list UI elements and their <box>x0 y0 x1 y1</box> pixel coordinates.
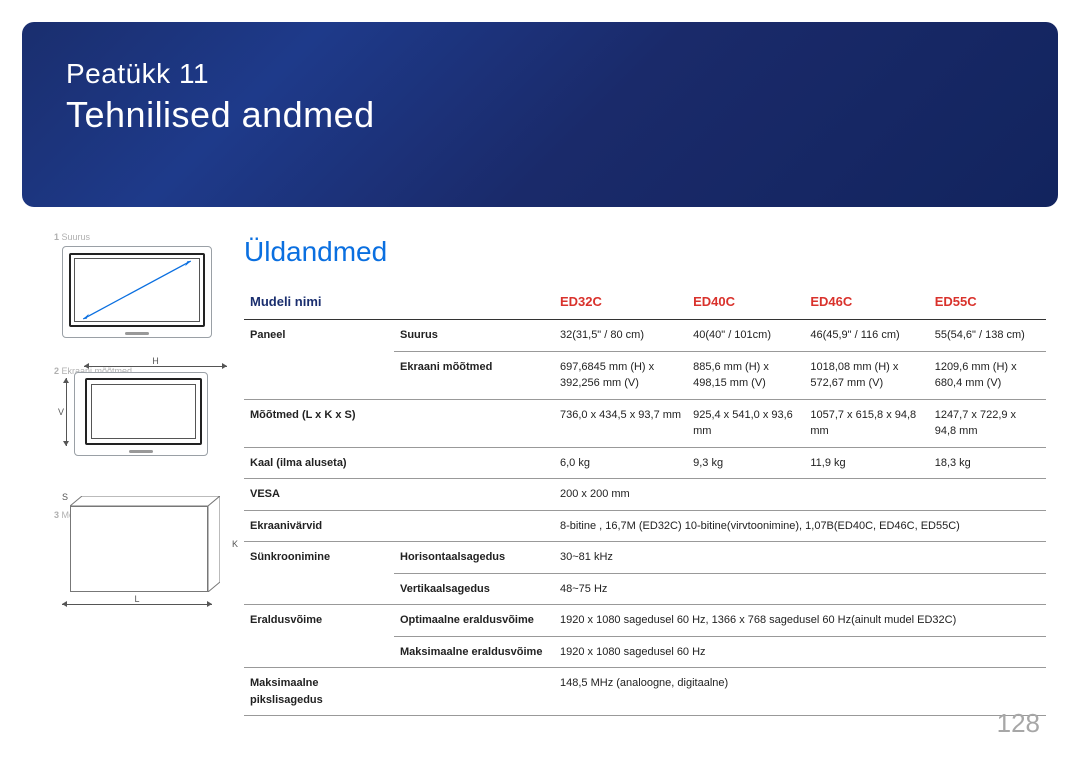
table-row: EraldusvõimeOptimaalne eraldusvõime1920 … <box>244 605 1046 637</box>
section-title: Üldandmed <box>244 236 1046 268</box>
row-sublabel <box>394 668 554 716</box>
cell: 1920 x 1080 sagedusel 60 Hz, 1366 x 768 … <box>554 605 1046 637</box>
cell: 46(45,9" / 116 cm) <box>804 320 928 352</box>
cell: 55(54,6" / 138 cm) <box>929 320 1046 352</box>
cell: 925,4 x 541,0 x 93,6 mm <box>687 399 804 447</box>
footnote-1: 1 Suurus <box>54 232 90 242</box>
row-sublabel: Vertikaalsagedus <box>394 573 554 605</box>
cell: 885,6 mm (H) x 498,15 mm (V) <box>687 351 804 399</box>
diagram-size <box>62 246 212 338</box>
row-label: VESA <box>244 479 394 511</box>
col-model-1: ED32C <box>554 286 687 320</box>
cell: 1209,6 mm (H) x 680,4 mm (V) <box>929 351 1046 399</box>
cell: 18,3 kg <box>929 447 1046 479</box>
row-sublabel: Suurus <box>394 320 554 352</box>
content-area: Üldandmed Mudeli nimi ED32C ED40C ED46C … <box>244 236 1046 716</box>
cell: 1057,7 x 615,8 x 94,8 mm <box>804 399 928 447</box>
cell: 32(31,5" / 80 cm) <box>554 320 687 352</box>
col-model-3: ED46C <box>804 286 928 320</box>
table-row: PaneelSuurus32(31,5" / 80 cm)40(40" / 10… <box>244 320 1046 352</box>
row-sublabel <box>394 447 554 479</box>
row-sublabel <box>394 399 554 447</box>
chapter-header: Peatükk 11 Tehnilised andmed <box>22 22 1058 207</box>
cell: 8-bitine , 16,7M (ED32C) 10-bitine(virvt… <box>554 510 1046 542</box>
chapter-title: Tehnilised andmed <box>66 94 1014 136</box>
diagram-screen-dims: H V <box>62 372 232 456</box>
col-model-4: ED55C <box>929 286 1046 320</box>
cell: 6,0 kg <box>554 447 687 479</box>
cell: 48~75 Hz <box>554 573 1046 605</box>
table-row: VESA 200 x 200 mm <box>244 479 1046 511</box>
row-sublabel: Optimaalne eraldusvõime <box>394 605 554 637</box>
col-model-2: ED40C <box>687 286 804 320</box>
cell: 200 x 200 mm <box>554 479 804 511</box>
diagram-lks: S K L <box>62 496 224 592</box>
table-row: SünkroonimineHorisontaalsagedus30~81 kHz <box>244 542 1046 574</box>
row-sublabel: Maksimaalne eraldusvõime <box>394 636 554 668</box>
row-label: Mõõtmed (L x K x S) <box>244 399 394 447</box>
cell: 11,9 kg <box>804 447 928 479</box>
row-sublabel: Ekraani mõõtmed <box>394 351 554 399</box>
row-label: Eraldusvõime <box>244 605 394 668</box>
cell: 697,6845 mm (H) x 392,256 mm (V) <box>554 351 687 399</box>
cell: 9,3 kg <box>687 447 804 479</box>
cell: 1247,7 x 722,9 x 94,8 mm <box>929 399 1046 447</box>
cell: 1018,08 mm (H) x 572,67 mm (V) <box>804 351 928 399</box>
chapter-label: Peatükk 11 <box>66 58 1014 90</box>
page-number: 128 <box>997 708 1040 739</box>
row-label: Ekraanivärvid <box>244 510 394 542</box>
row-sublabel: Horisontaalsagedus <box>394 542 554 574</box>
cell: 30~81 kHz <box>554 542 1046 574</box>
cell: 1920 x 1080 sagedusel 60 Hz <box>554 636 1046 668</box>
row-label: Paneel <box>244 320 394 400</box>
cell: 736,0 x 434,5 x 93,7 mm <box>554 399 687 447</box>
page: Peatükk 11 Tehnilised andmed 1 Suurus 2 … <box>0 0 1080 763</box>
cell <box>804 479 1046 511</box>
cell: 40(40" / 101cm) <box>687 320 804 352</box>
row-label: Kaal (ilma aluseta) <box>244 447 394 479</box>
cell: 148,5 MHz (analoogne, digitaalne) <box>554 668 1046 716</box>
table-row: Ekraanivärvid 8-bitine , 16,7M (ED32C) 10… <box>244 510 1046 542</box>
col-label: Mudeli nimi <box>244 286 554 320</box>
row-sublabel <box>394 479 554 511</box>
row-label: Maksimaalne pikslisagedus <box>244 668 394 716</box>
table-row: Maksimaalne pikslisagedus 148,5 MHz (anal… <box>244 668 1046 716</box>
table-head-row: Mudeli nimi ED32C ED40C ED46C ED55C <box>244 286 1046 320</box>
row-sublabel <box>394 510 554 542</box>
diagram-sidebar: 1 Suurus 2 Ekraani mõõtmed H V 3 Mõõtmed… <box>62 232 232 592</box>
spec-table: Mudeli nimi ED32C ED40C ED46C ED55C Pane… <box>244 286 1046 716</box>
table-row: Kaal (ilma aluseta) 6,0 kg9,3 kg11,9 kg18… <box>244 447 1046 479</box>
table-row: Mõõtmed (L x K x S) 736,0 x 434,5 x 93,7 … <box>244 399 1046 447</box>
row-label: Sünkroonimine <box>244 542 394 605</box>
